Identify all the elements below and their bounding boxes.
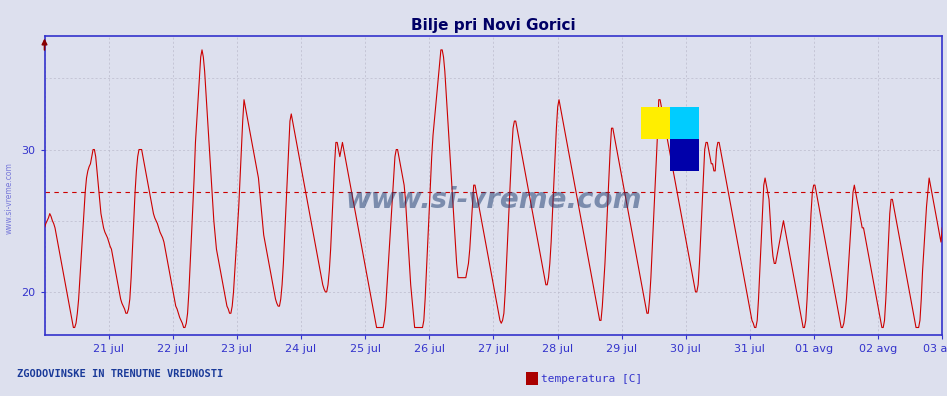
Bar <box>670 107 699 139</box>
Text: www.si-vreme.com: www.si-vreme.com <box>5 162 14 234</box>
Bar <box>670 139 699 171</box>
Bar <box>641 107 670 139</box>
Text: ZGODOVINSKE IN TRENUTNE VREDNOSTI: ZGODOVINSKE IN TRENUTNE VREDNOSTI <box>17 369 223 379</box>
Text: www.si-vreme.com: www.si-vreme.com <box>345 186 642 214</box>
Text: temperatura [C]: temperatura [C] <box>541 373 642 384</box>
Title: Bilje pri Novi Gorici: Bilje pri Novi Gorici <box>411 18 576 33</box>
